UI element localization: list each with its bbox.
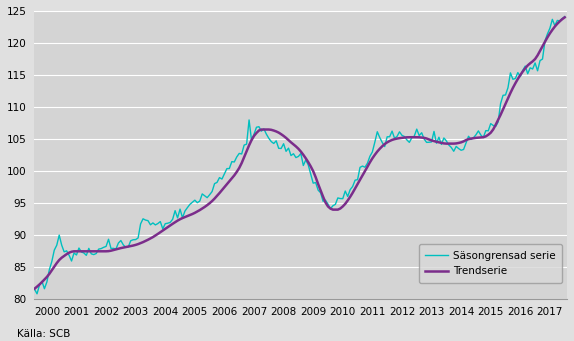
Trendserie (438, 141, 445, 145)
Text: Källa: SCB: Källa: SCB (17, 329, 71, 339)
Trendserie (480, 135, 487, 139)
Säsongrensad serie (482, 129, 489, 133)
Säsongrensad serie (152, 223, 159, 227)
Säsongrensad serie (440, 136, 447, 140)
Trendserie (561, 15, 568, 19)
Trendserie (149, 235, 156, 239)
Legend: Säsongrensad serie, Trendserie: Säsongrensad serie, Trendserie (418, 244, 562, 283)
Trendserie (332, 208, 339, 212)
Säsongrensad serie (339, 197, 346, 201)
Trendserie (31, 287, 38, 291)
Trendserie (164, 225, 171, 229)
Säsongrensad serie (31, 287, 38, 291)
Säsongrensad serie (561, 15, 568, 19)
Line: Säsongrensad serie: Säsongrensad serie (34, 17, 565, 294)
Säsongrensad serie (166, 220, 173, 224)
Line: Trendserie: Trendserie (34, 17, 565, 289)
Säsongrensad serie (335, 196, 342, 200)
Trendserie (337, 207, 344, 211)
Säsongrensad serie (33, 292, 40, 296)
